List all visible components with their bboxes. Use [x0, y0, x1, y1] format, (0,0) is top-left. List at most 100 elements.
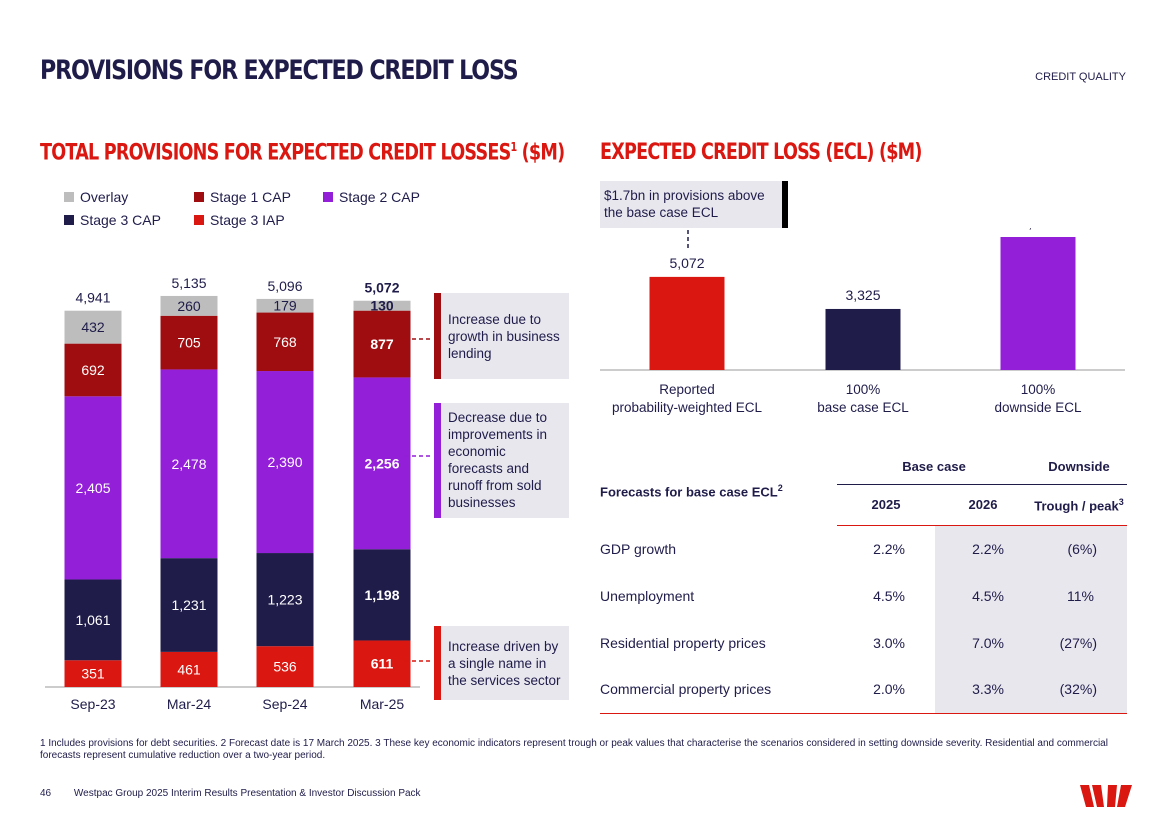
table-group-header: Forecasts for base case ECL2 Base case D…: [600, 450, 1127, 500]
bar-segment: [353, 640, 411, 687]
bar-segment: [160, 295, 218, 316]
ecl-bar: [1000, 237, 1076, 370]
bar-segment: [256, 298, 314, 313]
cell-2025: 3.0%: [873, 634, 905, 651]
right-chart-title: EXPECTED CREDIT LOSS (ECL) ($M): [600, 140, 922, 165]
total-label: 5,072: [364, 280, 399, 296]
cell-downside: (6%): [1031, 525, 1127, 572]
row-label: Commercial property prices: [600, 681, 772, 698]
bar-segment: [256, 646, 314, 687]
legend-label: Stage 2 CAP: [339, 189, 420, 205]
ecl-note-bar: [782, 181, 788, 228]
bar-segment: [64, 579, 122, 661]
header-2025: 2025: [837, 484, 935, 526]
bar-segment: [160, 369, 218, 559]
page-number: 46: [40, 788, 52, 799]
ecl-category-label: Reported: [659, 382, 715, 397]
left-chart-title: TOTAL PROVISIONS FOR EXPECTED CREDIT LOS…: [40, 140, 565, 166]
bar-segment: [353, 377, 411, 550]
ecl-category-label: 100%: [1021, 382, 1056, 397]
segment-value-label: 351: [81, 666, 105, 682]
callout-bar: [434, 403, 441, 518]
bar-segment: [64, 396, 122, 580]
segment-value-label: 461: [177, 661, 201, 677]
segment-value-label: 179: [273, 298, 297, 314]
westpac-logo-icon: [1080, 785, 1132, 807]
x-tick-label: Sep-23: [70, 696, 115, 712]
cell-2025: 2.2%: [873, 540, 905, 557]
cell-downside: 11%: [1031, 572, 1127, 619]
segment-value-label: 1,061: [75, 612, 110, 628]
legend-swatch: [323, 192, 333, 202]
row-label: Unemployment: [600, 587, 695, 604]
ecl-value-label: 5,072: [669, 255, 704, 271]
segment-value-label: 1,198: [364, 587, 399, 603]
segment-value-label: 768: [273, 334, 297, 350]
footer-text: Westpac Group 2025 Interim Results Prese…: [73, 788, 421, 799]
table-row: Unemployment 4.5% 4.5% 11%: [600, 572, 1127, 619]
callout-stage2: Decrease due to improvements in economic…: [434, 403, 569, 518]
row-label: Residential property prices: [600, 634, 766, 651]
bar-segment: [160, 558, 218, 652]
callout-stage1: Increase due to growth in business lendi…: [434, 293, 569, 379]
header-trough-text: Trough / peak: [1034, 498, 1119, 514]
legend-label: Stage 3 CAP: [80, 212, 161, 228]
stacked-bar-chart: 351 1,061 2,405 692 432 4,941 Sep-23 461 1,231 2,…: [45, 275, 420, 712]
table-title-text: Forecasts for base case ECL: [600, 484, 778, 500]
legend-item-overlay: Overlay: [64, 189, 128, 205]
segment-value-label: 2,256: [364, 455, 399, 471]
bar-segment: [64, 310, 122, 344]
legend-swatch: [194, 192, 204, 202]
legend-label: Stage 1 CAP: [210, 189, 291, 205]
header-base-case: Base case: [837, 450, 1031, 485]
legend-item-stage2-cap: Stage 2 CAP: [323, 189, 420, 205]
footnote: 1 Includes provisions for debt securitie…: [40, 738, 1108, 761]
x-tick-label: Mar-25: [360, 696, 405, 712]
table-title-sup: 2: [777, 483, 783, 494]
legend-label: Stage 3 IAP: [210, 212, 285, 228]
segment-value-label: 705: [177, 335, 201, 351]
table-title: Forecasts for base case ECL2: [600, 450, 837, 525]
segment-value-label: 1,223: [267, 592, 302, 608]
cell-2026: 3.3%: [935, 666, 1031, 713]
ecl-category-label: downside ECL: [994, 400, 1082, 415]
ecl-category-label: probability-weighted ECL: [612, 400, 763, 415]
legend-swatch: [64, 192, 74, 202]
ecl-category-label: base case ECL: [817, 400, 909, 415]
x-tick-label: Mar-24: [167, 696, 212, 712]
section-tag: CREDIT QUALITY: [1035, 71, 1126, 83]
row-label: GDP growth: [600, 540, 676, 557]
table-col-header: 2025 2026 Trough / peak3: [600, 484, 1127, 526]
ecl-category-label: 100%: [846, 382, 881, 397]
callout-text: Increase driven by a single name in the …: [448, 639, 561, 688]
left-chart-title-suffix: ($M): [516, 140, 565, 166]
legend-item-stage1-cap: Stage 1 CAP: [194, 189, 291, 205]
segment-value-label: 1,231: [171, 597, 206, 613]
bar-segment: [64, 660, 122, 687]
header-trough-sup: 3: [1118, 497, 1124, 508]
segment-value-label: 692: [81, 362, 105, 378]
legend-swatch: [194, 215, 204, 225]
callout-bar: [434, 293, 441, 379]
callout-text: Decrease due to improvements in economic…: [448, 410, 548, 510]
bar-segment: [160, 315, 218, 370]
cell-2025: 4.5%: [873, 587, 905, 604]
legend-swatch: [64, 215, 74, 225]
segment-value-label: 260: [177, 298, 201, 314]
segment-value-label: 877: [370, 336, 394, 352]
legend-item-stage3-cap: Stage 3 CAP: [64, 212, 161, 228]
header-downside: Downside: [1031, 450, 1127, 485]
cell-2026: 2.2%: [935, 525, 1031, 572]
callout-text: Increase due to growth in business lendi…: [448, 312, 560, 361]
bar-segment: [353, 300, 411, 311]
segment-value-label: 2,390: [267, 454, 302, 470]
x-tick-label: Sep-24: [262, 696, 307, 712]
bar-segment: [256, 371, 314, 554]
ecl-bar-chart: 5,072 Reported probability-weighted ECL 3,3…: [600, 228, 1125, 415]
table-row: GDP growth 2.2% 2.2% (6%): [600, 525, 1127, 572]
cell-2026: 7.0%: [935, 619, 1031, 666]
callout-bar: [434, 626, 441, 700]
segment-value-label: 611: [371, 656, 394, 672]
bar-segment: [64, 343, 122, 397]
cell-downside: (27%): [1031, 619, 1127, 666]
